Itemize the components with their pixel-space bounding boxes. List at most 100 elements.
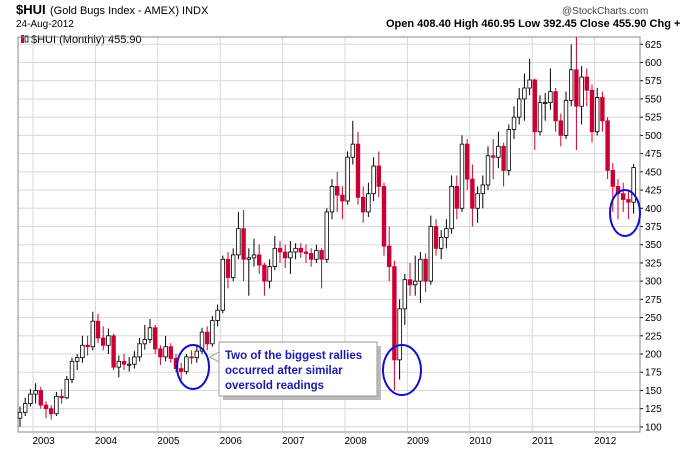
candle-body [480, 184, 485, 195]
candle-body [298, 247, 303, 253]
candle-body [527, 79, 532, 89]
candle-body [543, 102, 548, 104]
candle-body [485, 155, 491, 186]
candle-body [506, 129, 511, 171]
annotation-text: oversold readings [225, 380, 324, 392]
candle-body [69, 360, 75, 380]
candle-body [246, 257, 251, 260]
candle-body [558, 120, 563, 136]
candle-body [584, 76, 589, 91]
candle-body [220, 258, 225, 311]
candle-body [621, 193, 626, 200]
candle-body [137, 343, 142, 358]
candle-body [288, 251, 293, 259]
candle-body [38, 390, 43, 406]
highlight-ellipse [176, 344, 210, 390]
candle-body [428, 226, 433, 282]
candle-body [59, 395, 64, 399]
y-tick-label: 250 [645, 313, 662, 324]
candle-body [90, 320, 95, 348]
candle-body [142, 339, 147, 345]
candle-body [340, 194, 345, 202]
y-tick-label: 625 [645, 40, 662, 51]
candle-body [324, 211, 329, 260]
candle-body [111, 335, 116, 368]
candle-body [438, 237, 444, 249]
candle-body [626, 199, 631, 203]
y-tick-label: 550 [645, 94, 662, 105]
x-tick-label: 2007 [282, 436, 305, 447]
chart-subtitle: (Gold Bugs Index - AMEX) INDX [50, 5, 209, 17]
candle-body [199, 331, 205, 352]
x-tick-label: 2011 [532, 436, 554, 447]
candle-body [412, 280, 418, 286]
candle-body [33, 390, 38, 395]
annotation-text: occurred after similar [225, 365, 343, 377]
candle-body [121, 360, 127, 365]
candle-body [85, 344, 90, 348]
x-tick-label: 2006 [220, 436, 243, 447]
candle-body [184, 356, 189, 372]
candle-body [319, 250, 324, 260]
y-tick-label: 125 [645, 404, 662, 415]
candle-body [22, 403, 28, 413]
candle-body [475, 193, 480, 209]
candle-body [132, 356, 137, 365]
candle-body [392, 266, 397, 361]
candle-body [459, 143, 465, 209]
candle-body [106, 335, 111, 346]
x-tick-label: 2010 [469, 436, 492, 447]
candle-body [329, 186, 335, 213]
candle-body [314, 250, 319, 260]
candle-body [251, 254, 257, 259]
candle-body [397, 308, 402, 361]
candle-body [80, 344, 85, 359]
candle-body [366, 193, 371, 213]
candle-body [350, 143, 355, 158]
candle-body [433, 226, 439, 249]
x-tick-label: 2003 [32, 436, 55, 447]
source: @StockCharts.com [562, 6, 648, 17]
candle-body [282, 251, 288, 259]
x-tick-label: 2008 [344, 436, 367, 447]
candle-body [532, 79, 537, 133]
candle-body [334, 186, 340, 196]
annotation-pointer [208, 351, 220, 363]
candle-body [610, 169, 615, 187]
candle-body [537, 102, 543, 133]
candle-body [595, 97, 600, 133]
x-tick-label: 2004 [95, 436, 118, 447]
highlight-ellipse [609, 189, 641, 237]
candle-body [241, 228, 246, 260]
candle-body [43, 404, 49, 410]
y-tick-label: 525 [645, 113, 662, 124]
candle-body [501, 145, 506, 171]
candle-body [225, 258, 231, 278]
candle-body [127, 363, 132, 366]
candle-body [49, 408, 54, 415]
y-tick-label: 300 [645, 277, 662, 288]
candle-body [600, 97, 605, 122]
candle-body [204, 331, 210, 345]
legend-swatch [24, 35, 29, 43]
candle-body [407, 279, 413, 286]
y-tick-label: 200 [645, 350, 662, 361]
y-tick-label: 450 [645, 167, 662, 178]
y-tick-label: 475 [645, 149, 662, 160]
candle-body [579, 76, 584, 107]
candle-body [64, 379, 69, 399]
y-tick-label: 225 [645, 331, 662, 342]
candle-body [54, 395, 59, 415]
y-tick-label: 325 [645, 258, 662, 269]
candle-body [631, 167, 636, 203]
candle-body [277, 247, 283, 253]
candle-body [28, 393, 33, 404]
y-tick-label: 150 [645, 386, 662, 397]
candle-body [355, 143, 361, 198]
candle-body [381, 186, 387, 247]
candle-body [464, 143, 470, 180]
candle-body [418, 258, 423, 282]
candle-body [178, 368, 184, 372]
candle-body [163, 346, 168, 358]
